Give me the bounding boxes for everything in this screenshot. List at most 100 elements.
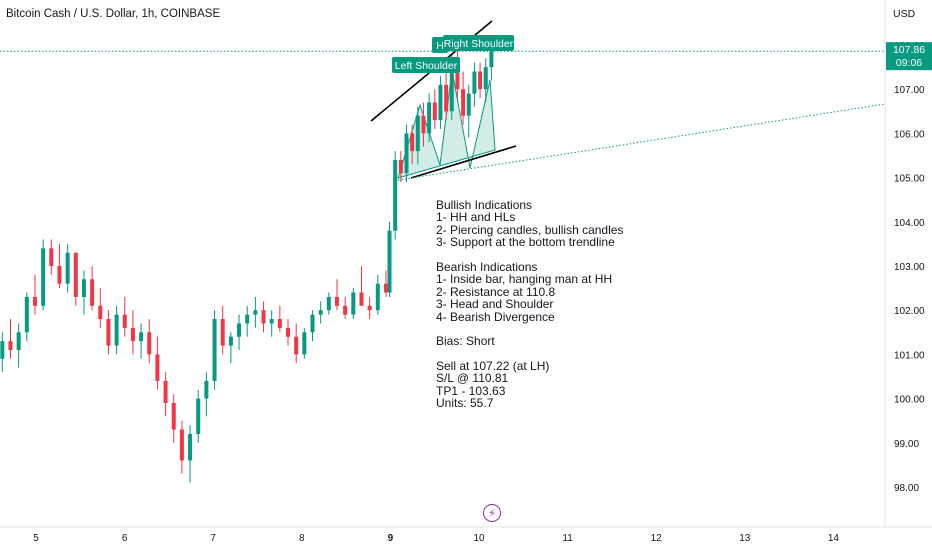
candle (114, 305, 119, 355)
candle (472, 62, 477, 107)
price-tick-label: 106.00 (894, 129, 925, 140)
note-line: Bullish Indications (436, 198, 533, 212)
candle (220, 305, 225, 355)
time-tick-label: 12 (651, 533, 663, 544)
candle (24, 292, 29, 342)
candle (196, 389, 201, 443)
candle (98, 288, 103, 328)
time-tick-label: 13 (739, 533, 751, 544)
candle (383, 270, 388, 297)
candle (444, 71, 449, 121)
candle (438, 75, 443, 129)
candle (375, 274, 380, 315)
candle (478, 62, 483, 99)
time-tick-label: 14 (828, 533, 840, 544)
time-tick-label: 6 (122, 533, 128, 544)
time-tick-label: 7 (210, 533, 216, 544)
candle (8, 319, 13, 359)
candle (261, 301, 266, 333)
note-line: 2- Resistance at 110.8 (436, 284, 556, 299)
price-tick-label: 105.00 (894, 174, 925, 185)
candle (171, 394, 176, 443)
time-tick-label: 8 (299, 533, 305, 544)
note-line: 1- Inside bar, hanging man at HH (436, 272, 613, 287)
note-line: 1- HH and HLs (436, 210, 516, 225)
note-line: 2- Piercing candles, bullish candles (436, 222, 624, 237)
candle (286, 319, 291, 346)
candle (421, 102, 426, 147)
svg-text:09:06: 09:06 (896, 57, 922, 69)
candle (253, 296, 258, 328)
candle (326, 292, 331, 315)
candle (130, 310, 135, 355)
price-tick-label: 101.00 (894, 350, 925, 361)
note-line: S/L @ 110.81 (436, 371, 509, 386)
candle (32, 274, 37, 315)
svg-text:H: H (436, 40, 444, 52)
support-extension-line (397, 103, 886, 181)
time-axis[interactable]: 5 6 7 8 9 10 11 12 13 14 (0, 526, 932, 544)
lower-trendline (410, 145, 517, 179)
candle (461, 71, 466, 125)
candle (410, 124, 415, 165)
note-line: 3- Head and Shoulder (436, 297, 554, 312)
candles (0, 49, 494, 483)
candle (404, 124, 409, 183)
trade-idea-notes: Bullish Indications 1- HH and HLs 2- Pierc… (436, 199, 623, 410)
svg-text:Left Shoulder: Left Shoulder (395, 60, 458, 72)
candle (237, 314, 242, 350)
tradingview-lightning-icon[interactable]: ⚡ (483, 504, 501, 522)
candle (188, 425, 193, 483)
price-tick-label: 102.00 (894, 306, 925, 317)
candle (269, 310, 274, 337)
left-shoulder-callout: Left Shoulder (392, 57, 460, 73)
candle (398, 151, 403, 183)
symbol-title[interactable]: Bitcoin Cash / U.S. Dollar, 1h, COINBASE (6, 8, 221, 20)
candle (351, 288, 356, 320)
candle (294, 323, 299, 364)
currency-label: USD (893, 8, 916, 20)
candle (41, 239, 46, 311)
candle (163, 372, 168, 417)
candle (427, 93, 432, 143)
candle (483, 58, 488, 103)
price-tick-label: 99.00 (894, 439, 919, 450)
time-tick-label: 11 (562, 533, 573, 544)
price-tick-label: 103.00 (894, 262, 925, 273)
candle (139, 323, 144, 359)
candle (393, 151, 398, 240)
candle (147, 319, 152, 364)
candle (81, 270, 86, 315)
svg-text:107.86: 107.86 (893, 44, 925, 56)
candle (489, 49, 494, 81)
candle (90, 266, 95, 311)
candle (179, 420, 184, 474)
candle (310, 310, 315, 342)
pattern-callouts: H Right Shoulder Left Shoulder (392, 35, 514, 73)
note-line: Bearish Indications (436, 259, 538, 274)
right-shoulder-callout: Right Shoulder (443, 35, 514, 51)
candle (16, 323, 21, 368)
candle (359, 266, 364, 306)
candle (387, 221, 392, 297)
candle (73, 252, 78, 306)
candle (415, 106, 420, 165)
candle (0, 332, 5, 373)
time-tick-label: 9 (388, 533, 394, 544)
price-tick-label: 100.00 (894, 395, 925, 406)
candle (212, 310, 217, 390)
candle (318, 301, 323, 324)
candle (228, 332, 233, 364)
candle (432, 89, 437, 129)
time-tick-label: 5 (33, 533, 39, 544)
candle (343, 296, 348, 320)
candle (106, 310, 111, 355)
note-line: Sell at 107.22 (at LH) (436, 359, 550, 374)
price-axis[interactable]: 98.00 99.00 100.00 101.00 102.00 103.00 104.00… (884, 0, 925, 527)
candle (204, 372, 209, 417)
candle (277, 305, 282, 333)
candle (65, 243, 70, 293)
candle (122, 296, 127, 337)
